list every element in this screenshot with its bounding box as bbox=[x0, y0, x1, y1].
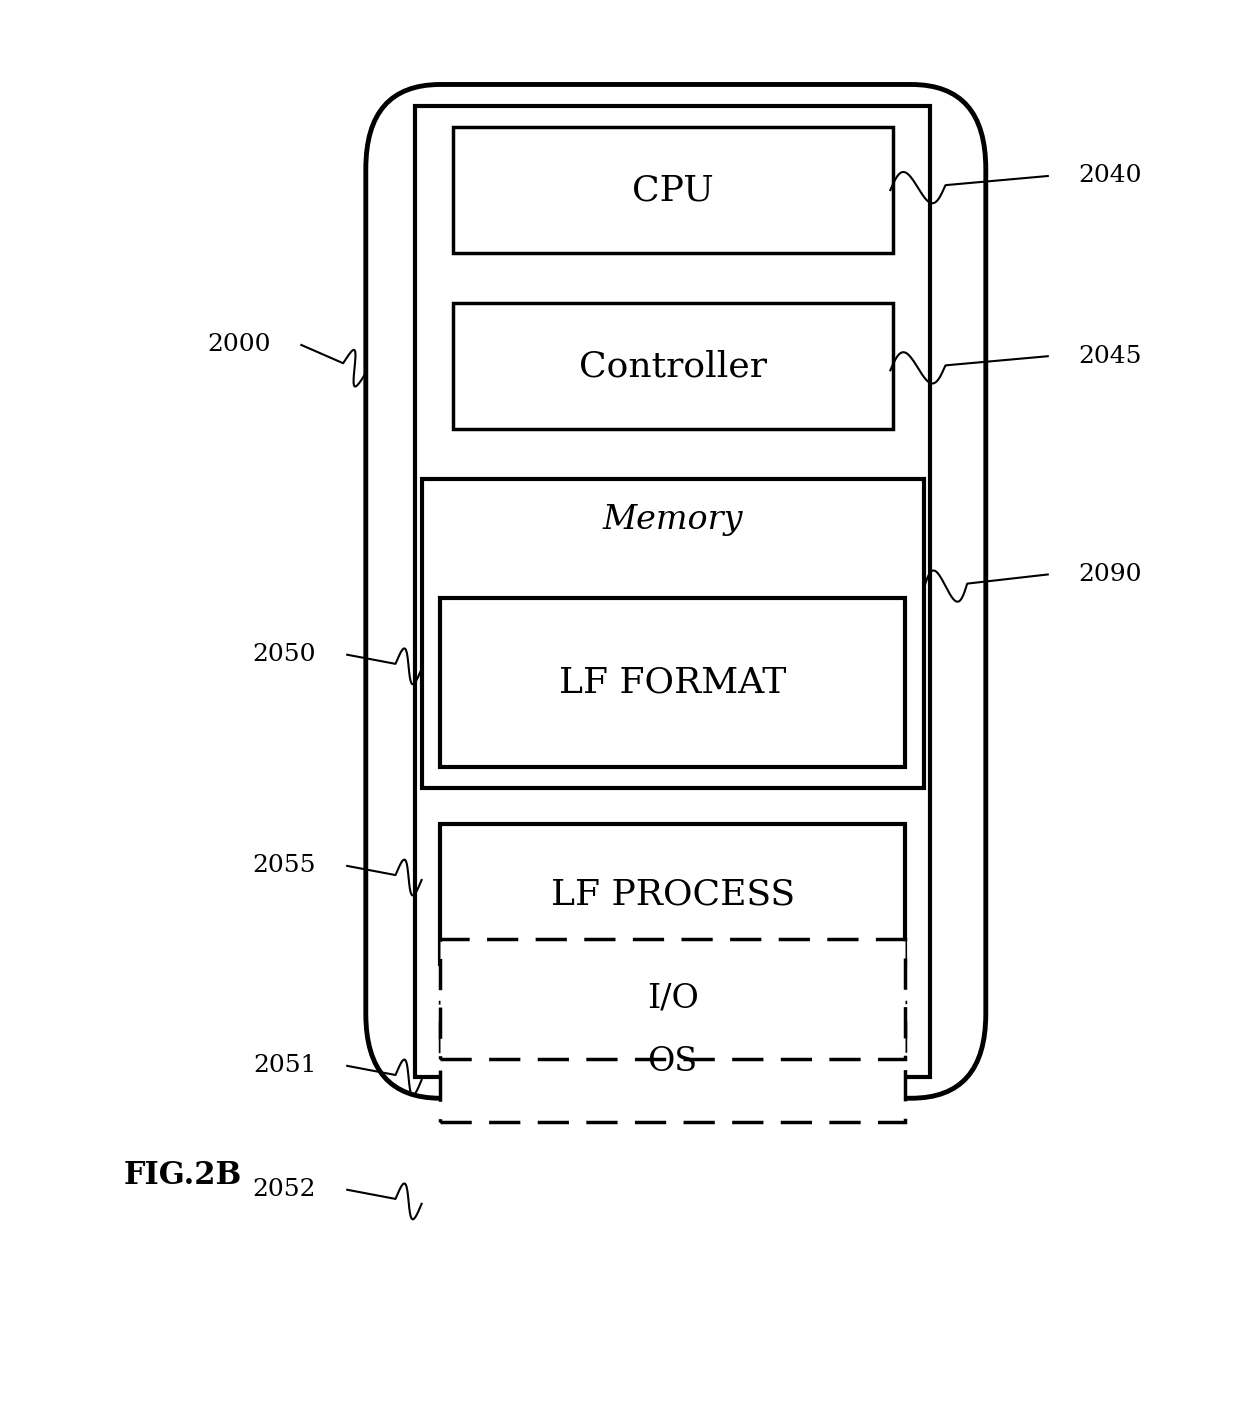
Bar bbox=[440, 1002, 905, 1122]
Text: 2055: 2055 bbox=[253, 855, 316, 877]
Bar bbox=[453, 127, 893, 253]
Bar bbox=[440, 939, 905, 1059]
FancyBboxPatch shape bbox=[366, 84, 986, 1098]
Text: Controller: Controller bbox=[579, 349, 766, 383]
Text: FIG.2B: FIG.2B bbox=[124, 1160, 242, 1191]
Text: I/O: I/O bbox=[647, 983, 698, 1015]
Bar bbox=[440, 824, 905, 964]
Text: LF FORMAT: LF FORMAT bbox=[559, 666, 786, 700]
Text: Memory: Memory bbox=[603, 504, 743, 536]
Text: 2045: 2045 bbox=[1079, 345, 1142, 367]
Text: 2040: 2040 bbox=[1079, 165, 1142, 187]
Bar bbox=[440, 598, 905, 767]
Text: 2051: 2051 bbox=[253, 1055, 316, 1077]
Bar bbox=[453, 303, 893, 429]
Text: LF PROCESS: LF PROCESS bbox=[551, 877, 795, 911]
Text: OS: OS bbox=[647, 1046, 698, 1079]
Text: 2052: 2052 bbox=[253, 1178, 316, 1201]
Text: CPU: CPU bbox=[632, 173, 713, 207]
Text: 2000: 2000 bbox=[207, 334, 270, 356]
Bar bbox=[415, 106, 930, 1077]
Bar bbox=[422, 479, 924, 788]
Text: 2050: 2050 bbox=[253, 643, 316, 666]
Text: 2090: 2090 bbox=[1079, 563, 1142, 586]
